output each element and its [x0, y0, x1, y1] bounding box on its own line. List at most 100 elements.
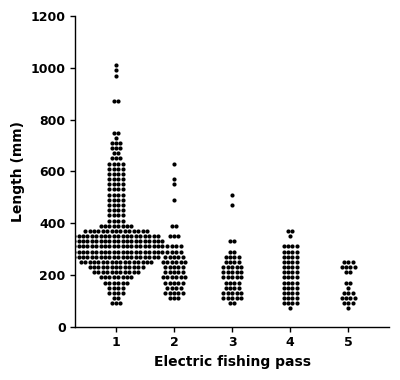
Point: [227, 259, 233, 265]
Point: [108, 269, 115, 275]
Point: [122, 269, 128, 275]
Point: [120, 166, 126, 172]
Point: [80, 233, 86, 239]
Point: [115, 274, 122, 280]
Point: [178, 259, 184, 265]
Point: [115, 223, 122, 229]
Point: [128, 243, 135, 249]
Point: [120, 249, 126, 255]
Point: [229, 192, 235, 198]
Point: [171, 280, 177, 286]
Point: [102, 223, 108, 229]
Point: [104, 264, 110, 270]
Point: [171, 233, 177, 239]
Point: [120, 217, 126, 223]
Point: [289, 285, 296, 291]
Point: [124, 233, 130, 239]
Point: [224, 269, 231, 275]
Point: [111, 171, 117, 177]
Point: [133, 249, 139, 255]
Point: [95, 264, 102, 270]
Point: [229, 290, 235, 296]
Point: [285, 254, 291, 260]
Point: [146, 243, 152, 249]
Point: [106, 280, 113, 286]
Point: [280, 295, 287, 301]
Point: [142, 254, 148, 260]
Point: [120, 285, 126, 291]
Point: [113, 67, 119, 73]
Point: [173, 243, 180, 249]
Point: [350, 290, 356, 296]
Point: [180, 290, 186, 296]
Point: [238, 274, 244, 280]
Point: [124, 249, 130, 255]
Point: [285, 228, 291, 234]
Point: [130, 228, 137, 234]
Point: [227, 249, 233, 255]
Point: [120, 197, 126, 203]
Point: [162, 264, 168, 270]
Point: [106, 197, 113, 203]
Point: [66, 243, 73, 249]
Point: [341, 290, 347, 296]
Point: [139, 259, 146, 265]
Point: [166, 290, 173, 296]
Point: [106, 254, 113, 260]
Point: [113, 269, 119, 275]
Point: [71, 233, 77, 239]
Point: [102, 233, 108, 239]
Point: [182, 259, 188, 265]
Point: [142, 249, 148, 255]
Point: [88, 254, 95, 260]
Point: [229, 295, 235, 301]
Point: [88, 238, 95, 244]
Point: [84, 243, 90, 249]
Point: [162, 269, 168, 275]
Point: [106, 238, 113, 244]
Point: [294, 295, 300, 301]
Point: [146, 249, 152, 255]
Point: [71, 238, 77, 244]
Point: [106, 290, 113, 296]
Point: [294, 243, 300, 249]
Point: [91, 269, 97, 275]
Point: [169, 285, 175, 291]
Point: [137, 249, 144, 255]
Point: [236, 280, 242, 286]
Point: [113, 228, 119, 234]
Point: [108, 264, 115, 270]
Point: [86, 259, 93, 265]
Point: [166, 295, 173, 301]
Point: [159, 249, 166, 255]
Point: [350, 300, 356, 306]
Point: [135, 259, 141, 265]
Point: [338, 295, 345, 301]
Point: [120, 171, 126, 177]
Point: [111, 166, 117, 172]
Y-axis label: Length (mm): Length (mm): [11, 121, 25, 222]
Point: [238, 264, 244, 270]
Point: [113, 73, 119, 79]
Point: [93, 254, 99, 260]
Point: [285, 300, 291, 306]
Point: [148, 259, 154, 265]
Point: [227, 254, 233, 260]
Point: [150, 249, 157, 255]
Point: [285, 259, 291, 265]
Point: [126, 259, 132, 265]
Point: [169, 243, 175, 249]
Point: [111, 161, 117, 167]
Point: [117, 145, 124, 151]
Point: [106, 223, 113, 229]
Point: [106, 181, 113, 187]
Point: [166, 233, 173, 239]
Point: [97, 274, 104, 280]
Point: [345, 306, 352, 312]
Point: [120, 187, 126, 193]
Point: [280, 243, 287, 249]
Point: [106, 207, 113, 213]
Point: [294, 249, 300, 255]
Point: [111, 98, 117, 104]
Point: [222, 259, 229, 265]
